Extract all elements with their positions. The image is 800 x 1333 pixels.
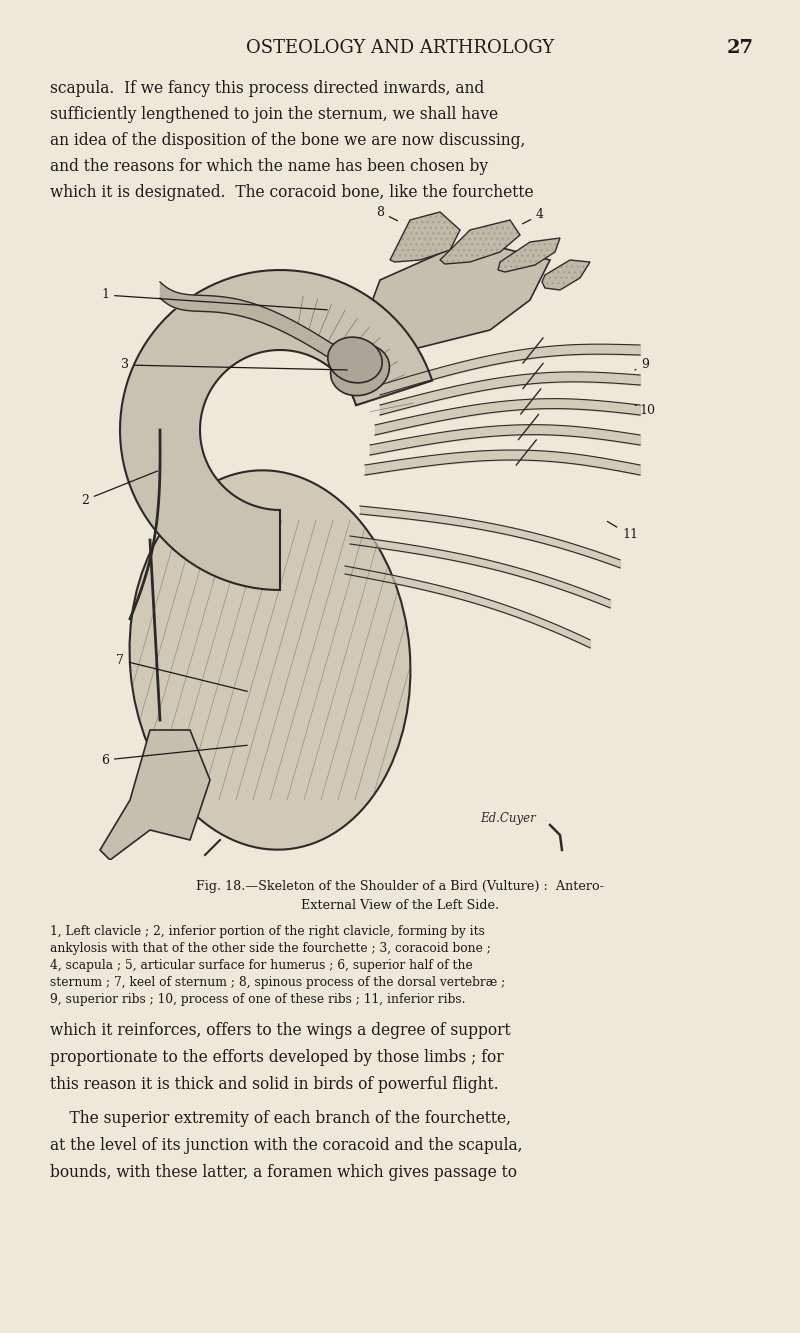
Text: which it is designated.  The coracoid bone, like the fourchette: which it is designated. The coracoid bon… <box>50 184 534 201</box>
Text: External View of the Left Side.: External View of the Left Side. <box>301 898 499 912</box>
Text: 1, Left clavicle ; 2, inferior portion of the right clavicle, forming by its: 1, Left clavicle ; 2, inferior portion o… <box>50 925 485 938</box>
Ellipse shape <box>328 337 382 383</box>
Text: sufficiently lengthened to join the sternum, we shall have: sufficiently lengthened to join the ster… <box>50 107 498 123</box>
Text: 6: 6 <box>101 745 247 766</box>
Polygon shape <box>498 239 560 272</box>
Text: Fig. 18.—Skeleton of the Shoulder of a Bird (Vulture) :  Antero-: Fig. 18.—Skeleton of the Shoulder of a B… <box>196 880 604 893</box>
Text: 8: 8 <box>376 205 398 221</box>
Text: The superior extremity of each branch of the fourchette,: The superior extremity of each branch of… <box>50 1110 511 1126</box>
Polygon shape <box>350 240 550 371</box>
Text: scapula.  If we fancy this process directed inwards, and: scapula. If we fancy this process direct… <box>50 80 484 97</box>
Polygon shape <box>100 730 210 860</box>
Text: 3: 3 <box>121 359 347 372</box>
Polygon shape <box>440 220 520 264</box>
Text: this reason it is thick and solid in birds of powerful flight.: this reason it is thick and solid in bir… <box>50 1076 498 1093</box>
Text: 4: 4 <box>522 208 544 224</box>
Text: 9, superior ribs ; 10, process of one of these ribs ; 11, inferior ribs.: 9, superior ribs ; 10, process of one of… <box>50 993 466 1006</box>
Text: 2: 2 <box>81 471 158 507</box>
Polygon shape <box>120 271 432 591</box>
Text: sternum ; 7, keel of sternum ; 8, spinous process of the dorsal vertebræ ;: sternum ; 7, keel of sternum ; 8, spinou… <box>50 976 506 989</box>
Text: proportionate to the efforts developed by those limbs ; for: proportionate to the efforts developed b… <box>50 1049 504 1066</box>
Text: 1: 1 <box>101 288 327 309</box>
Text: an idea of the disposition of the bone we are now discussing,: an idea of the disposition of the bone w… <box>50 132 526 149</box>
Text: at the level of its junction with the coracoid and the scapula,: at the level of its junction with the co… <box>50 1137 522 1154</box>
Text: Ed.Cuyer: Ed.Cuyer <box>480 812 536 825</box>
Text: bounds, with these latter, a foramen which gives passage to: bounds, with these latter, a foramen whi… <box>50 1164 517 1181</box>
Text: 27: 27 <box>726 39 754 57</box>
Text: 7: 7 <box>116 653 247 692</box>
Ellipse shape <box>330 344 390 396</box>
Text: and the reasons for which the name has been chosen by: and the reasons for which the name has b… <box>50 159 488 175</box>
Text: 4, scapula ; 5, articular surface for humerus ; 6, superior half of the: 4, scapula ; 5, articular surface for hu… <box>50 958 473 972</box>
Polygon shape <box>390 212 460 263</box>
Text: 10: 10 <box>635 404 655 416</box>
Text: ankylosis with that of the other side the fourchette ; 3, coracoid bone ;: ankylosis with that of the other side th… <box>50 942 491 954</box>
Text: OSTEOLOGY AND ARTHROLOGY: OSTEOLOGY AND ARTHROLOGY <box>246 39 554 57</box>
Text: 9: 9 <box>635 357 649 371</box>
Ellipse shape <box>130 471 410 849</box>
Text: which it reinforces, offers to the wings a degree of support: which it reinforces, offers to the wings… <box>50 1022 510 1038</box>
Polygon shape <box>542 260 590 291</box>
Text: 11: 11 <box>607 521 638 541</box>
